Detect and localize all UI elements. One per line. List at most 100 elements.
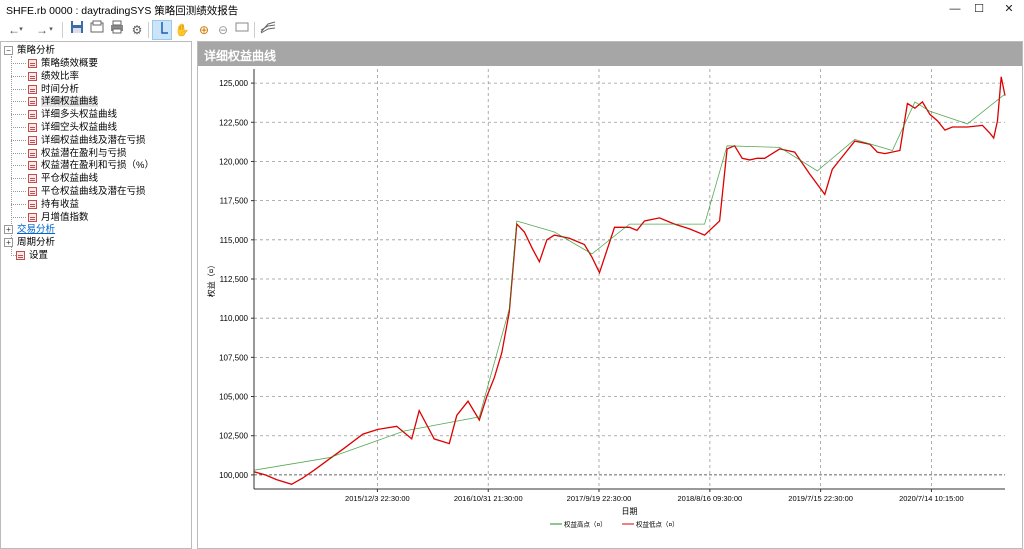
y-tick-label: 125,000 <box>219 79 248 88</box>
tree-connector <box>11 203 26 205</box>
minimize-button[interactable]: — <box>949 3 961 15</box>
tree-item-9[interactable]: 权益潜在盈利和亏损（%） <box>28 159 154 172</box>
maximize-button[interactable]: ☐ <box>974 3 984 15</box>
panel-header: 详细权益曲线 <box>198 42 1022 66</box>
tree-item-label: 持有收益 <box>41 198 80 210</box>
document-icon <box>28 148 37 158</box>
tree-item-4[interactable]: 详细权益曲线 <box>28 95 99 108</box>
navigation-tree: − 策略分析 策略绩效概要 绩效比率 时间分析 详细权益曲线 详细多头权益曲线 详细空头权益… <box>0 41 192 549</box>
tree-item-13[interactable]: 月增值指数 <box>28 211 89 224</box>
expand-icon[interactable]: + <box>4 224 13 234</box>
tree-item-6[interactable]: 详细空头权益曲线 <box>28 121 117 134</box>
tree-item-label: 时间分析 <box>41 83 80 95</box>
tree-item-3[interactable]: 时间分析 <box>28 83 79 96</box>
expand-icon[interactable]: + <box>4 237 13 247</box>
tree-node-strategy-analysis[interactable]: − 策略分析 <box>4 44 55 57</box>
y-tick-label: 105,000 <box>219 393 248 402</box>
tree-item-label: 详细权益曲线及潜在亏损 <box>41 134 146 146</box>
document-icon <box>28 212 37 222</box>
tree-item-7[interactable]: 详细权益曲线及潜在亏损 <box>28 134 146 147</box>
tree-item-8[interactable]: 权益潜在盈利与亏损 <box>28 147 127 160</box>
y-axis-label: 权益（¤） <box>206 261 216 297</box>
chart-grid <box>254 69 1005 489</box>
tree-connector <box>11 165 26 167</box>
close-button[interactable]: ✕ <box>1004 3 1014 15</box>
y-tick-label: 112,500 <box>220 275 249 284</box>
save-icon[interactable] <box>67 20 87 40</box>
tree-node-label: 周期分析 <box>17 237 56 248</box>
toolbar-separator <box>148 22 149 38</box>
hand-icon[interactable]: ✋ <box>174 23 190 37</box>
tree-item-label: 详细权益曲线 <box>41 96 99 108</box>
tree-connector <box>11 191 26 192</box>
tree-item-label: 策略绩效概要 <box>41 58 99 69</box>
document-icon <box>28 71 37 81</box>
y-tick-label: 120,000 <box>219 157 248 166</box>
legend-label: 权益高点（¤） <box>564 520 607 529</box>
chart-panel: 详细权益曲线 100,000 102,500 105,000 107,500 110,0… <box>197 41 1023 549</box>
chart-series <box>253 76 1006 486</box>
forward-dropdown-icon[interactable]: ▾ <box>49 26 53 33</box>
collapse-icon[interactable]: − <box>4 45 13 55</box>
print-icon[interactable] <box>107 20 127 40</box>
tree-connector <box>11 255 16 256</box>
document-icon <box>28 161 37 171</box>
forward-icon[interactable]: → <box>36 23 48 37</box>
y-axis-ticks: 100,000 102,500 105,000 107,500 110,000 112,5… <box>219 79 254 480</box>
tree-connector <box>11 178 26 180</box>
equity-chart[interactable]: 100,000 102,500 105,000 107,500 110,000 112,5… <box>198 66 1022 548</box>
chart-options-icon[interactable] <box>258 20 278 40</box>
y-tick-label: 115,000 <box>220 236 249 245</box>
y-tick-label: 102,500 <box>219 432 248 441</box>
y-tick-label: 110,000 <box>220 314 249 323</box>
chart-axes <box>253 69 1005 490</box>
back-icon[interactable]: ← <box>8 23 20 37</box>
tree-item-label: 详细多头权益曲线 <box>41 109 118 121</box>
tree-item-10[interactable]: 平仓权益曲线 <box>28 172 98 185</box>
tree-item-label: 绩效比率 <box>41 70 80 82</box>
back-dropdown-icon[interactable]: ▾ <box>19 26 23 33</box>
tree-connector <box>11 63 26 64</box>
toolbar: ← ▾ → ▾ ⚙ ✋ ⊕ ⊖ <box>0 19 1024 41</box>
tree-node-label: 交易分析 <box>17 224 56 235</box>
x-tick-label: 2016/10/31 21:30:00 <box>454 494 523 503</box>
tree-connector <box>11 114 26 116</box>
tree-item-5[interactable]: 详细多头权益曲线 <box>28 108 117 121</box>
export-icon[interactable] <box>87 20 107 40</box>
panel-title: 详细权益曲线 <box>204 49 277 63</box>
tree-item-label: 权益潜在盈利与亏损 <box>41 147 127 159</box>
document-icon <box>28 58 37 68</box>
x-tick-label: 2018/8/16 09:30:00 <box>678 494 743 503</box>
zoom-out-icon[interactable]: ⊖ <box>217 23 229 37</box>
series-line <box>253 76 1006 486</box>
x-axis-ticks: 2015/12/3 22:30:00 2016/10/31 21:30:00 201… <box>345 489 964 503</box>
tree-item-1[interactable]: 策略绩效概要 <box>28 57 98 70</box>
document-icon <box>28 122 37 132</box>
tree-connector <box>11 75 26 77</box>
x-tick-label: 2017/9/19 22:30:00 <box>567 494 632 503</box>
zoom-fit-icon[interactable] <box>232 20 252 40</box>
tree-node-trade-analysis[interactable]: + 交易分析 <box>4 223 55 236</box>
tree-connector <box>11 101 26 103</box>
series-line <box>253 93 1006 471</box>
tree-item-2[interactable]: 绩效比率 <box>28 70 79 83</box>
chart-legend: 权益高点（¤） 权益低点（¤） <box>550 520 679 529</box>
document-icon <box>16 250 25 260</box>
toolbar-separator <box>254 22 255 38</box>
tree-item-12[interactable]: 持有收益 <box>28 198 79 211</box>
crosshair-icon[interactable] <box>152 20 172 40</box>
document-icon <box>28 110 37 120</box>
tree-node-label: 策略分析 <box>17 45 56 56</box>
tree-item-label: 权益潜在盈利和亏损（%） <box>41 160 154 172</box>
legend-label: 权益低点（¤） <box>636 520 679 529</box>
zoom-in-icon[interactable]: ⊕ <box>198 23 210 37</box>
tree-node-period-analysis[interactable]: + 周期分析 <box>4 236 55 249</box>
tree-connector <box>11 152 26 154</box>
y-tick-label: 122,500 <box>219 118 248 127</box>
settings-icon[interactable]: ⚙ <box>131 23 143 37</box>
tree-connector <box>11 88 26 90</box>
x-tick-label: 2015/12/3 22:30:00 <box>345 494 410 503</box>
tree-item-label: 平仓权益曲线及潜在亏损 <box>41 186 146 197</box>
tree-node-settings[interactable]: 设置 <box>16 249 48 262</box>
tree-item-11[interactable]: 平仓权益曲线及潜在亏损 <box>28 185 146 198</box>
